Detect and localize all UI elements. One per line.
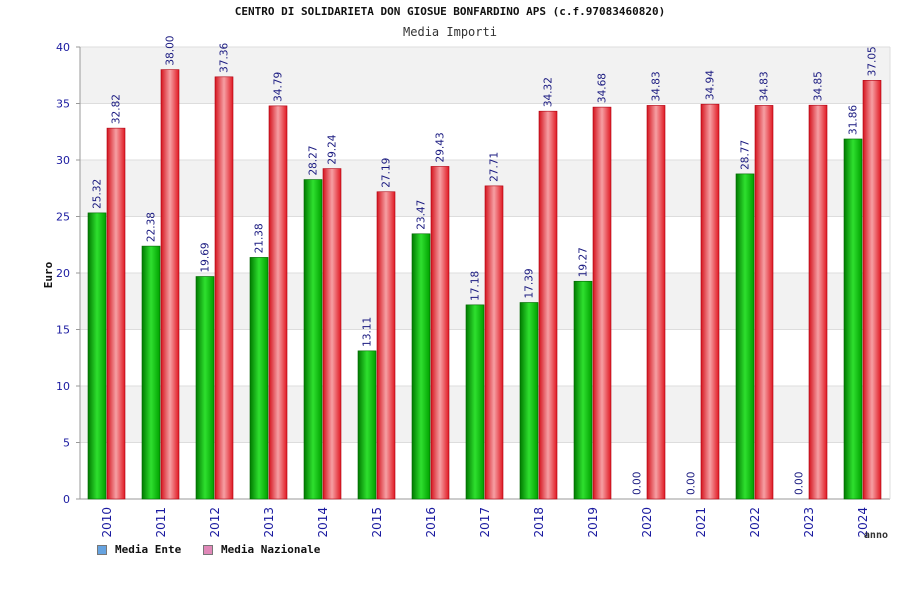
bar-media-ente (195, 276, 215, 500)
data-label-media-nazionale: 34.68 (597, 73, 609, 103)
x-tick-label: 2010 (100, 507, 114, 538)
data-label-media-ente: 13.11 (362, 317, 374, 347)
data-label-media-ente: 17.39 (524, 268, 536, 298)
bar-media-ente (357, 350, 377, 500)
bar-media-nazionale (754, 105, 774, 500)
data-label-media-ente: 17.18 (470, 271, 482, 301)
data-label-media-ente: 28.77 (740, 140, 752, 170)
data-label-media-nazionale: 32.82 (111, 94, 123, 124)
bar-media-nazionale (808, 104, 828, 500)
data-label-media-nazionale: 34.85 (813, 71, 825, 101)
x-tick-label: 2024 (856, 507, 870, 538)
bar-media-nazionale (592, 106, 612, 500)
data-label-media-ente: 22.38 (146, 212, 158, 242)
bar-media-nazionale (376, 191, 396, 500)
y-tick-label: 20 (56, 267, 70, 280)
data-label-media-nazionale: 27.19 (381, 158, 393, 188)
y-tick-label: 10 (56, 380, 70, 393)
bar-media-ente (465, 304, 485, 500)
x-tick-label: 2019 (586, 507, 600, 538)
bar-media-ente (519, 302, 539, 500)
y-axis-label: Euro (42, 261, 55, 288)
legend-label-media-ente: Media Ente (115, 543, 182, 556)
data-label-media-nazionale: 29.43 (435, 132, 447, 162)
bar-media-ente (141, 245, 161, 500)
bar-media-nazionale (106, 127, 126, 500)
chart-subtitle: Media Importi (403, 25, 497, 39)
legend-item-media-ente: Media Ente (97, 543, 181, 556)
y-tick-label: 0 (63, 493, 70, 506)
x-tick-label: 2014 (316, 507, 330, 538)
data-label-media-nazionale: 27.71 (489, 152, 501, 182)
x-tick-label: 2012 (208, 507, 222, 538)
bar-media-ente (735, 173, 755, 500)
data-label-media-nazionale: 29.24 (327, 134, 339, 164)
x-tick-label: 2020 (640, 507, 654, 538)
data-label-media-ente: 25.32 (92, 179, 104, 209)
bar-media-ente (843, 138, 863, 500)
x-tick-label: 2015 (370, 507, 384, 538)
data-label-media-ente: 0.00 (632, 472, 644, 495)
x-tick-label: 2011 (154, 507, 168, 538)
y-tick-label: 40 (56, 41, 70, 54)
x-tick-label: 2016 (424, 507, 438, 538)
data-label-media-ente: 21.38 (254, 223, 266, 253)
data-label-media-nazionale: 37.36 (219, 42, 231, 72)
data-label-media-nazionale: 37.05 (867, 46, 879, 76)
bar-media-nazionale (646, 105, 666, 500)
bar-media-nazionale (538, 110, 558, 500)
data-label-media-ente: 0.00 (794, 472, 806, 495)
data-label-media-ente: 31.86 (848, 105, 860, 135)
data-label-media-nazionale: 34.83 (651, 71, 663, 101)
bar-media-nazionale (322, 168, 342, 500)
data-label-media-ente: 0.00 (686, 472, 698, 495)
bar-media-nazionale (430, 166, 450, 500)
x-tick-label: 2022 (748, 507, 762, 538)
bar-media-nazionale (862, 80, 882, 500)
data-label-media-ente: 19.27 (578, 247, 590, 277)
data-label-media-ente: 28.27 (308, 145, 320, 175)
bar-media-ente (249, 257, 269, 500)
bar-media-ente (411, 233, 431, 500)
bar-media-nazionale (700, 103, 720, 500)
bar-media-ente (87, 212, 107, 500)
legend-item-media-nazionale: Media Nazionale (203, 543, 320, 556)
data-label-media-ente: 19.69 (200, 242, 212, 272)
x-tick-label: 2013 (262, 507, 276, 538)
bar-media-nazionale (484, 185, 504, 500)
bar-media-ente (573, 280, 593, 500)
bar-media-nazionale (268, 105, 288, 500)
y-tick-label: 35 (56, 98, 70, 111)
data-label-media-nazionale: 34.32 (543, 77, 555, 107)
x-tick-label: 2021 (694, 507, 708, 538)
x-axis-label: anno (864, 530, 888, 541)
bar-media-nazionale (160, 69, 180, 500)
legend-swatch-media-nazionale (203, 544, 213, 555)
bar-media-ente (303, 179, 323, 500)
data-label-media-nazionale: 34.83 (759, 71, 771, 101)
data-label-media-nazionale: 34.79 (273, 72, 285, 102)
legend-swatch-media-ente (97, 544, 107, 555)
y-tick-label: 15 (56, 324, 70, 337)
y-tick-label: 30 (56, 154, 70, 167)
data-label-media-ente: 23.47 (416, 200, 428, 230)
data-label-media-nazionale: 38.00 (165, 36, 177, 66)
x-tick-label: 2018 (532, 507, 546, 538)
y-tick-label: 25 (56, 211, 70, 224)
x-tick-label: 2023 (802, 507, 816, 538)
legend-label-media-nazionale: Media Nazionale (221, 543, 321, 556)
data-label-media-nazionale: 34.94 (705, 70, 717, 100)
x-tick-label: 2017 (478, 507, 492, 538)
chart-title: CENTRO DI SOLIDARIETA DON GIOSUE BONFARD… (234, 5, 666, 18)
y-tick-label: 5 (63, 437, 70, 450)
bar-media-nazionale (214, 76, 234, 500)
